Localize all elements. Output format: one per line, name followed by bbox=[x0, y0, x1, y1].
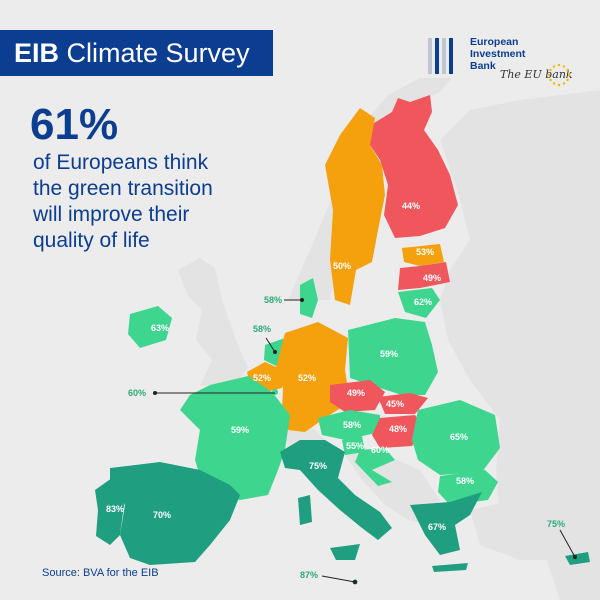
label-lithuania: 62% bbox=[413, 297, 433, 307]
label-slovenia: 55% bbox=[345, 441, 365, 451]
label-romania: 65% bbox=[449, 432, 469, 442]
slovenia-shape bbox=[342, 436, 365, 455]
label-malta: 87% bbox=[299, 570, 319, 580]
leader-dot-malta bbox=[353, 580, 357, 584]
eu-stars-icon bbox=[547, 63, 571, 87]
headline-percentage: 61% bbox=[30, 100, 119, 149]
slovakia-shape bbox=[378, 393, 428, 414]
logo-name: European Investment Bank bbox=[470, 36, 560, 72]
leader-malta bbox=[321, 575, 356, 583]
label-greece: 67% bbox=[427, 522, 447, 532]
leader-dot-netherlands bbox=[273, 350, 277, 354]
logo-tagline: The EU bank bbox=[500, 68, 573, 81]
label-france: 59% bbox=[230, 425, 250, 435]
crete-shape bbox=[432, 563, 468, 572]
title-bold: EIB bbox=[14, 38, 60, 68]
leader-dot-luxembourg bbox=[153, 391, 157, 395]
label-italy: 75% bbox=[308, 461, 328, 471]
label-netherlands: 58% bbox=[252, 324, 272, 334]
label-poland: 59% bbox=[379, 349, 399, 359]
headline-text: of Europeans think the green transition … bbox=[33, 150, 273, 254]
czechia-shape bbox=[330, 380, 385, 412]
uk-shape bbox=[178, 258, 248, 386]
label-denmark: 58% bbox=[263, 295, 283, 305]
eib-bars-icon bbox=[428, 38, 462, 78]
sardinia-shape bbox=[298, 495, 312, 525]
spain-shape bbox=[110, 462, 240, 565]
italy-shape bbox=[280, 440, 392, 540]
latvia-shape bbox=[398, 262, 450, 290]
source-note: Source: BVA for the EIB bbox=[42, 567, 159, 579]
luxembourg-shape bbox=[272, 389, 278, 395]
label-sweden: 50% bbox=[332, 261, 352, 271]
label-cyprus: 75% bbox=[546, 519, 566, 529]
leader-netherlands bbox=[265, 337, 276, 353]
cyprus-shape bbox=[565, 552, 590, 565]
estonia-shape bbox=[402, 244, 444, 266]
label-czechia: 49% bbox=[346, 388, 366, 398]
leader-lines bbox=[153, 298, 577, 584]
poland-shape bbox=[348, 318, 438, 395]
label-bulgaria: 58% bbox=[455, 476, 475, 486]
label-ireland: 63% bbox=[150, 323, 170, 333]
ireland-shape bbox=[128, 306, 172, 348]
eib-logo: European Investment Bank The EU bank bbox=[428, 36, 578, 87]
portugal-shape bbox=[95, 478, 124, 545]
norway-shape bbox=[288, 78, 452, 300]
hungary-shape bbox=[372, 415, 425, 448]
east-land-shape bbox=[440, 90, 600, 600]
logo-name-line: European bbox=[470, 36, 519, 48]
label-austria: 58% bbox=[342, 420, 362, 430]
headline-line: of Europeans think bbox=[33, 151, 209, 174]
label-germany: 52% bbox=[297, 373, 317, 383]
title-rest: Climate Survey bbox=[59, 38, 250, 68]
label-finland: 44% bbox=[401, 201, 421, 211]
eu-countries bbox=[95, 95, 590, 585]
label-estonia: 53% bbox=[415, 247, 435, 257]
bulgaria-shape bbox=[438, 470, 498, 505]
headline-line: quality of life bbox=[33, 229, 150, 252]
survey-title: EIB Climate Survey bbox=[0, 30, 273, 76]
label-latvia: 49% bbox=[422, 273, 442, 283]
headline-line: will improve their bbox=[33, 203, 190, 226]
label-belgium: 52% bbox=[252, 373, 272, 383]
label-hungary: 48% bbox=[388, 424, 408, 434]
france-shape bbox=[180, 376, 290, 500]
label-slovakia: 45% bbox=[385, 399, 405, 409]
leader-dot-cyprus bbox=[573, 555, 577, 559]
denmark-shape bbox=[300, 278, 318, 318]
logo-name-line: Bank bbox=[470, 60, 496, 72]
label-spain: 70% bbox=[152, 510, 172, 520]
lithuania-shape bbox=[398, 288, 440, 318]
romania-shape bbox=[412, 400, 500, 475]
greece-shape bbox=[410, 492, 482, 555]
croatia-shape bbox=[355, 448, 395, 486]
headline-line: the green transition bbox=[33, 177, 213, 200]
label-croatia: 60% bbox=[370, 445, 390, 455]
austria-shape bbox=[318, 410, 380, 440]
leader-dot-denmark bbox=[300, 298, 304, 302]
leader-cyprus bbox=[559, 529, 576, 558]
finland-shape bbox=[366, 95, 458, 238]
sicily-shape bbox=[330, 544, 360, 560]
germany-shape bbox=[276, 322, 350, 432]
logo-name-line: Investment bbox=[470, 48, 526, 60]
label-portugal: 83% bbox=[105, 504, 125, 514]
label-luxembourg: 60% bbox=[127, 388, 147, 398]
turkey-shape bbox=[470, 495, 600, 560]
sweden-shape bbox=[325, 108, 385, 305]
